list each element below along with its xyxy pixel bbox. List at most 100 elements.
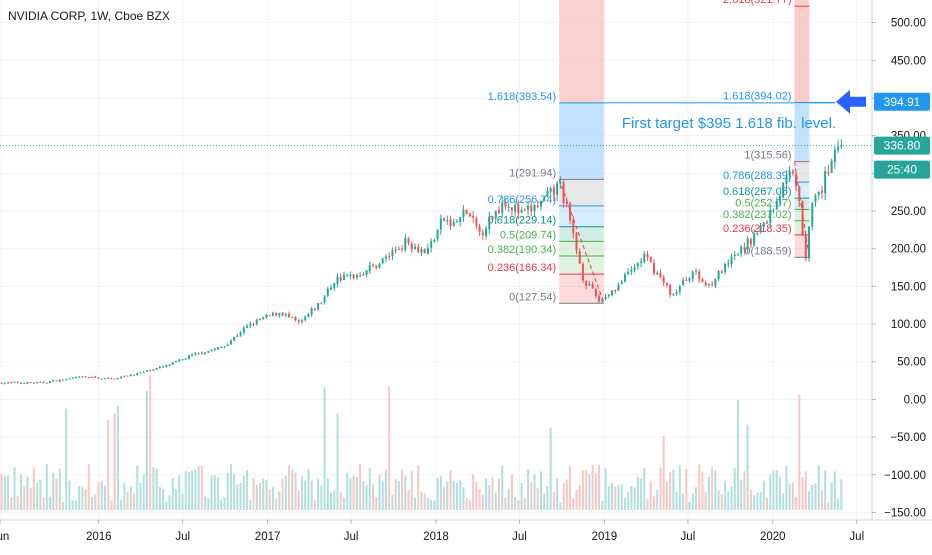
- fib-level-label: 0(127.54): [509, 291, 556, 303]
- volume-bar: [653, 496, 655, 510]
- volume-bar: [572, 498, 575, 510]
- volume-bar: [19, 474, 22, 510]
- volume-bar: [711, 467, 714, 510]
- candle-body: [229, 340, 232, 345]
- candle-body: [45, 382, 48, 384]
- volume-bar: [804, 471, 807, 510]
- volume-bar: [284, 475, 287, 510]
- candle-body: [233, 336, 236, 341]
- candle-body: [462, 209, 465, 217]
- volume-bar: [97, 482, 100, 510]
- candle-body: [678, 285, 681, 292]
- volume-bar: [630, 486, 633, 510]
- candle-body: [288, 313, 291, 317]
- y-tick-label: 150.00: [891, 281, 926, 293]
- volume-bar: [333, 490, 336, 510]
- volume-bar: [607, 485, 610, 510]
- candle-body: [184, 358, 187, 360]
- volume-bar: [226, 472, 229, 510]
- volume-bar: [452, 480, 455, 510]
- candle-body: [71, 377, 74, 379]
- candle-body: [562, 182, 565, 203]
- candle-body: [352, 274, 355, 279]
- volume-bar: [808, 491, 811, 510]
- candle-body: [74, 377, 77, 379]
- volume-bar: [394, 478, 397, 510]
- candle-body: [65, 378, 68, 380]
- volume-bar: [682, 493, 685, 510]
- candle-body: [423, 249, 426, 254]
- candle-body: [372, 264, 375, 266]
- candle-body: [446, 220, 449, 222]
- candle-body: [614, 289, 617, 291]
- volume-bar: [381, 481, 384, 510]
- candle-body: [656, 272, 659, 275]
- volume-bar: [817, 464, 820, 510]
- volume-bar: [7, 475, 10, 510]
- volume-bar: [520, 482, 523, 510]
- candle-body: [517, 204, 520, 214]
- candle-body: [275, 313, 278, 316]
- candle-body: [123, 375, 126, 377]
- candle-body: [772, 209, 775, 211]
- volume-bar: [801, 477, 804, 510]
- volume-bar: [814, 483, 817, 510]
- volume-bar: [678, 465, 681, 510]
- volume-bar: [407, 490, 410, 510]
- candle-body: [491, 216, 494, 220]
- candle-body: [485, 228, 488, 236]
- candle-body: [91, 376, 94, 378]
- volume-bar: [820, 490, 823, 510]
- volume-bar: [724, 480, 727, 510]
- candle-body: [591, 284, 594, 289]
- candle-body: [110, 378, 113, 380]
- chart-title: NVIDIA CORP, 1W, Cboe BZX: [8, 9, 170, 23]
- candle-body: [840, 145, 843, 147]
- volume-bar: [569, 466, 572, 510]
- volume-bar: [326, 478, 329, 510]
- candle-body: [572, 219, 575, 234]
- fib-level-label: 0.382(237.02): [723, 209, 792, 221]
- volume-bar: [565, 479, 568, 510]
- candle-body: [833, 149, 836, 163]
- volume-bar: [717, 490, 720, 510]
- annotations: First target $395 1.618 fib. level.: [0, 89, 872, 147]
- volume-bar: [94, 494, 97, 510]
- candle-body: [811, 202, 814, 227]
- volume-bar: [162, 489, 165, 510]
- candle-body: [291, 316, 294, 318]
- candle-body: [87, 377, 90, 379]
- fib-level-label: 0.382(190.34): [488, 244, 557, 256]
- annotation-text: First target $395 1.618 fib. level.: [622, 115, 836, 132]
- candle-body: [175, 361, 178, 363]
- y-tick-label: 500.00: [891, 18, 926, 30]
- candle-body: [155, 368, 158, 370]
- fib-band: [559, 205, 604, 227]
- y-tick-label: 450.00: [891, 55, 926, 67]
- candle-body: [49, 381, 52, 383]
- candle-body: [187, 355, 190, 359]
- x-tick-label: 2019: [592, 531, 618, 543]
- volume-bar: [481, 494, 484, 510]
- fib-level-label: 0.236(166.34): [488, 262, 557, 274]
- candle-body: [649, 256, 652, 263]
- candle-body: [672, 293, 675, 295]
- candle-body: [181, 359, 184, 361]
- volume-bar: [300, 476, 303, 510]
- candle-body: [226, 344, 229, 347]
- candle-body: [669, 284, 672, 295]
- candle-body: [394, 249, 397, 251]
- volume-bar: [665, 481, 668, 510]
- candle-body: [103, 378, 106, 380]
- volume-bar: [200, 465, 203, 510]
- volume-bar: [320, 485, 323, 510]
- candle-body: [801, 201, 804, 235]
- volume-bar: [223, 497, 226, 510]
- volume-bar: [504, 497, 507, 510]
- candle-body: [604, 296, 607, 299]
- candle-body: [717, 271, 720, 280]
- candle-body: [200, 352, 203, 354]
- candle-body: [333, 283, 336, 289]
